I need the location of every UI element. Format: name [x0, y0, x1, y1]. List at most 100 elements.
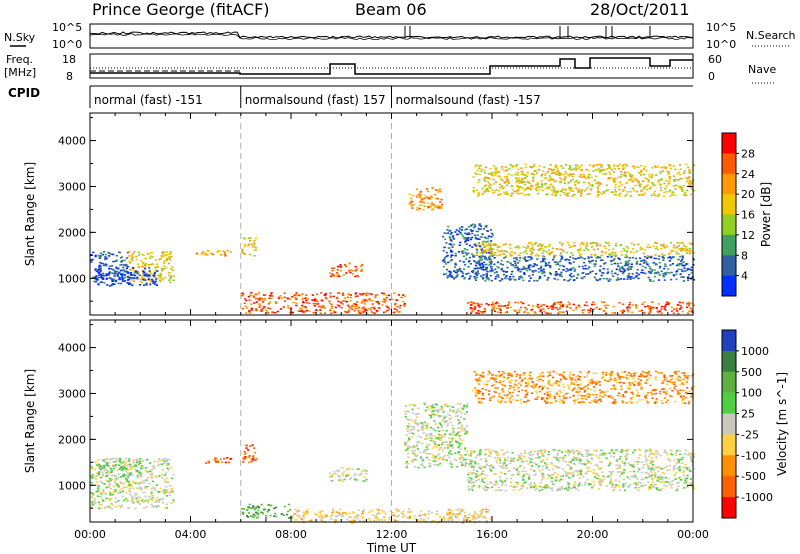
power-pixel — [489, 254, 492, 257]
velocity-pixel — [651, 481, 654, 483]
power-pixel — [644, 305, 647, 308]
velocity-pixel — [138, 503, 141, 505]
velocity-pixel — [114, 490, 117, 493]
power-pixel — [216, 251, 219, 253]
power-pixel — [143, 277, 146, 280]
velocity-pixel — [242, 461, 245, 463]
power-pixel — [553, 187, 556, 190]
power-pixel — [516, 179, 519, 181]
power-pixel — [571, 175, 574, 178]
velocity-pixel — [472, 466, 475, 468]
power-pixel — [127, 282, 130, 285]
power-pixel — [626, 311, 630, 313]
power-pixel — [128, 277, 131, 279]
power-pixel — [158, 275, 161, 277]
power-pixel — [489, 263, 492, 265]
power-pixel — [134, 277, 137, 279]
velocity-pixel — [247, 506, 250, 509]
power-pixel — [364, 310, 367, 313]
power-pixel — [500, 259, 503, 262]
velocity-pixel — [354, 473, 357, 475]
power-pixel — [98, 271, 101, 273]
power-pixel — [688, 247, 691, 250]
velocity-pixel — [110, 507, 113, 510]
power-pixel — [476, 238, 480, 240]
velocity-pixel — [577, 458, 580, 461]
power-pixel — [686, 248, 689, 251]
power-pixel — [427, 206, 430, 209]
power-pixel — [619, 244, 622, 247]
velocity-pixel — [330, 475, 333, 478]
power-pixel — [315, 309, 318, 311]
power-pixel — [534, 187, 537, 190]
power-pixel — [301, 293, 304, 295]
velocity-pixel — [547, 486, 550, 488]
power-pixel — [291, 311, 294, 314]
power-pixel — [517, 254, 520, 257]
velocity-pixel — [360, 472, 363, 475]
power-pixel — [592, 301, 595, 303]
power-pixel — [604, 251, 607, 254]
power-pixel — [638, 184, 641, 186]
power-pixel — [639, 310, 642, 312]
power-pixel — [565, 310, 568, 313]
power-pixel — [514, 177, 517, 179]
power-pixel — [677, 268, 680, 271]
power-pixel — [500, 193, 503, 195]
velocity-pixel — [245, 447, 248, 449]
power-pixel — [136, 271, 139, 273]
power-pixel — [543, 261, 546, 263]
velocity-pixel — [97, 472, 100, 475]
power-pixel — [398, 311, 401, 313]
velocity-pixel — [509, 459, 513, 461]
velocity-pixel — [413, 428, 416, 431]
velocity-pixel — [105, 479, 108, 482]
power-pixel — [253, 239, 256, 242]
velocity-pixel — [458, 410, 461, 412]
power-pixel — [561, 305, 564, 307]
velocity-pixel — [130, 474, 133, 476]
velocity-pixel — [633, 474, 636, 476]
velocity-pixel — [626, 448, 630, 451]
power-pixel — [673, 178, 676, 181]
power-pixel — [480, 256, 483, 258]
velocity-pixel — [463, 428, 466, 431]
power-pixel — [554, 273, 557, 276]
velocity-pixel — [600, 453, 603, 456]
velocity-pixel — [121, 465, 124, 467]
power-pixel — [627, 306, 630, 308]
velocity-pixel — [649, 449, 653, 452]
power-pixel — [658, 255, 661, 257]
power-pixel — [94, 254, 97, 257]
power-pixel — [494, 275, 497, 278]
power-pixel — [584, 177, 588, 180]
power-pixel — [509, 262, 512, 265]
velocity-pixel — [151, 497, 154, 499]
velocity-pixel — [430, 437, 433, 439]
power-pixel — [668, 176, 671, 178]
power-pixel — [474, 234, 477, 237]
power-pixel — [287, 307, 290, 309]
velocity-pixel — [123, 464, 126, 467]
power-pixel — [640, 169, 643, 172]
power-pixel — [598, 256, 601, 259]
velocity-pixel — [171, 477, 174, 480]
power-pixel — [513, 309, 516, 312]
power-pixel — [353, 303, 356, 305]
power-pixel — [519, 277, 522, 279]
power-pixel — [119, 264, 122, 266]
power-pixel — [621, 190, 625, 192]
velocity-pixel — [440, 415, 443, 417]
velocity-pixel — [99, 495, 102, 498]
power-pixel — [159, 274, 162, 276]
velocity-pixel — [595, 473, 598, 476]
power-pixel — [639, 193, 642, 196]
velocity-pixel — [98, 488, 101, 491]
velocity-pixel — [690, 458, 693, 460]
velocity-pixel — [466, 403, 469, 405]
power-pixel — [614, 186, 617, 189]
power-pixel — [504, 193, 507, 195]
velocity-pixel — [420, 436, 423, 438]
power-pixel — [547, 179, 550, 181]
power-pixel — [340, 266, 343, 268]
